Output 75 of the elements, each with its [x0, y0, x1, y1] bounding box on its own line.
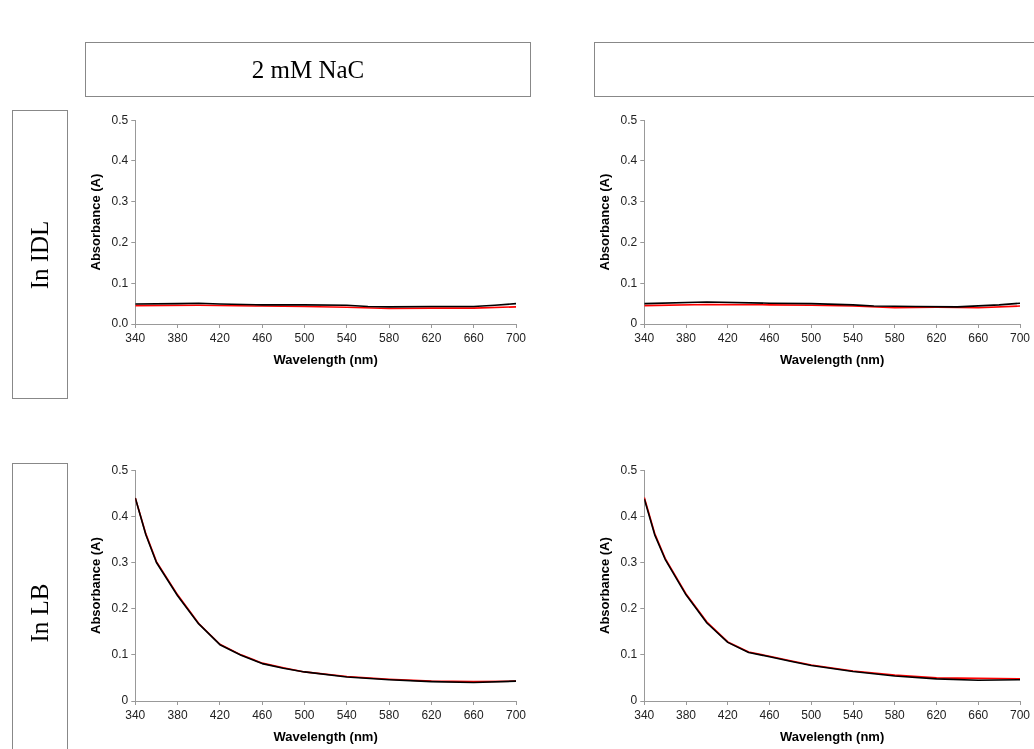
y-tick-label: 0.4 — [620, 153, 638, 168]
y-tick-label: 0.2 — [620, 234, 638, 249]
y-tick-label: 0.3 — [620, 194, 638, 209]
y-tick-label: 0.1 — [111, 647, 129, 662]
x-tick-label: 380 — [167, 330, 188, 345]
x-tick-label: 460 — [759, 330, 780, 345]
y-axis-title: Absorbance (A) — [88, 537, 104, 634]
y-tick-label: 0.3 — [111, 554, 129, 569]
x-tick-label: 380 — [676, 707, 697, 722]
y-tick-label: 0.1 — [620, 275, 638, 290]
y-tick-label: 0.3 — [111, 194, 129, 209]
x-tick-label: 620 — [421, 707, 442, 722]
x-tick-label: 660 — [968, 707, 989, 722]
x-tick-label: 420 — [717, 330, 739, 345]
x-tick-label: 540 — [843, 707, 864, 722]
y-tick-label: 0.4 — [111, 153, 129, 168]
x-tick-label: 340 — [634, 330, 655, 345]
x-tick-label: 540 — [336, 707, 358, 722]
x-tick-label: 700 — [1009, 707, 1031, 722]
x-tick-label: 500 — [801, 707, 822, 722]
y-tick-label: 0.2 — [111, 234, 129, 249]
y-tick-label: 0.2 — [620, 600, 638, 615]
x-axis-title: Wavelength (nm) — [780, 728, 885, 744]
text: In LB — [26, 583, 54, 643]
x-tick-label: 660 — [463, 330, 485, 345]
x-axis-title: Wavelength (nm) — [273, 728, 378, 744]
x-tick-label: 420 — [717, 707, 739, 722]
x-tick-label: 460 — [252, 707, 273, 722]
x-tick-label: 660 — [463, 707, 485, 722]
x-tick-label: 540 — [336, 330, 358, 345]
y-axis-title: Absorbance (A) — [88, 173, 104, 271]
y-tick-label: 0.4 — [111, 508, 129, 523]
chart-title: 2 mM NaC — [85, 42, 531, 97]
x-tick-label: 580 — [884, 707, 906, 722]
x-tick-label: 580 — [884, 330, 906, 345]
x-tick-label: 700 — [505, 707, 527, 722]
x-tick-label: 460 — [252, 330, 273, 345]
y-tick-label: 0.1 — [620, 647, 638, 662]
y-tick-label: 0.4 — [620, 508, 638, 523]
y-axis-title: Absorbance (A) — [597, 537, 613, 634]
x-axis-title: Wavelength (nm) — [780, 351, 885, 367]
y-tick-label: 0.3 — [620, 554, 638, 569]
x-tick-label: 380 — [676, 330, 697, 345]
y-tick-label: 0.0 — [111, 316, 129, 331]
x-tick-label: 660 — [968, 330, 989, 345]
x-tick-label: 420 — [209, 330, 231, 345]
x-tick-label: 340 — [125, 707, 146, 722]
x-tick-label: 500 — [294, 707, 315, 722]
text: In IDL — [26, 220, 54, 289]
x-tick-label: 580 — [379, 330, 400, 345]
x-tick-label: 620 — [421, 330, 442, 345]
y-tick-label: 0.2 — [111, 600, 129, 615]
x-tick-label: 620 — [926, 330, 947, 345]
x-tick-label: 460 — [759, 707, 780, 722]
y-tick-label: 0.5 — [620, 462, 638, 477]
x-tick-label: 380 — [167, 707, 188, 722]
x-tick-label: 700 — [1009, 330, 1031, 345]
y-tick-label: 0 — [121, 693, 129, 708]
y-axis-title: Absorbance (A) — [597, 173, 613, 271]
y-tick-label: 0.5 — [111, 112, 129, 127]
x-tick-label: 420 — [209, 707, 231, 722]
x-tick-label: 340 — [125, 330, 146, 345]
x-tick-label: 620 — [926, 707, 947, 722]
y-tick-label: 0 — [630, 316, 638, 331]
x-tick-label: 540 — [843, 330, 864, 345]
y-tick-label: 0.1 — [111, 275, 129, 290]
x-tick-label: 700 — [505, 330, 527, 345]
x-axis-title: Wavelength (nm) — [273, 351, 378, 367]
y-tick-label: 0.5 — [111, 462, 129, 477]
y-tick-label: 0.5 — [620, 112, 638, 127]
x-tick-label: 500 — [294, 330, 315, 345]
x-tick-label: 580 — [379, 707, 400, 722]
y-tick-label: 0 — [630, 693, 638, 708]
x-tick-label: 500 — [801, 330, 822, 345]
x-tick-label: 340 — [634, 707, 655, 722]
